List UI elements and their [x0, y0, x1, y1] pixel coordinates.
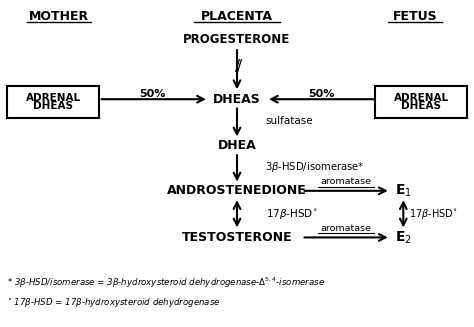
Text: 50%: 50%: [139, 89, 166, 99]
Text: $\!/\!/$: $\!/\!/$: [234, 57, 243, 74]
Text: ADRENAL: ADRENAL: [393, 93, 449, 103]
Text: * 3$\beta$-HSD/isomerase = 3$\beta$-hydroxysteroid dehydrogenase-$\Delta^{5,4}$-: * 3$\beta$-HSD/isomerase = 3$\beta$-hydr…: [8, 275, 326, 290]
Text: $^{\circ}$ 17$\beta$-HSD = 17$\beta$-hydroxysteroid dehydrogenase: $^{\circ}$ 17$\beta$-HSD = 17$\beta$-hyd…: [8, 296, 221, 309]
Text: PROGESTERONE: PROGESTERONE: [183, 33, 291, 46]
Text: 17$\beta$-HSD$^{\circ}$: 17$\beta$-HSD$^{\circ}$: [410, 207, 458, 221]
Text: aromatase: aromatase: [320, 177, 372, 186]
Text: DHEA: DHEA: [218, 139, 256, 152]
Text: TESTOSTERONE: TESTOSTERONE: [182, 231, 292, 244]
Text: DHEAS: DHEAS: [33, 101, 73, 111]
Text: MOTHER: MOTHER: [29, 10, 89, 23]
FancyBboxPatch shape: [8, 86, 99, 117]
Text: DHEAS: DHEAS: [401, 101, 441, 111]
Text: E$_1$: E$_1$: [395, 182, 412, 199]
Text: 50%: 50%: [308, 89, 335, 99]
Text: aromatase: aromatase: [320, 224, 372, 232]
Text: PLACENTA: PLACENTA: [201, 10, 273, 23]
Text: FETUS: FETUS: [392, 10, 438, 23]
Text: ANDROSTENEDIONE: ANDROSTENEDIONE: [167, 184, 307, 197]
Text: sulfatase: sulfatase: [265, 116, 313, 126]
Text: ADRENAL: ADRENAL: [26, 93, 81, 103]
FancyBboxPatch shape: [375, 86, 466, 117]
Text: 3$\beta$-HSD/isomerase*: 3$\beta$-HSD/isomerase*: [265, 160, 365, 174]
Text: E$_2$: E$_2$: [395, 229, 412, 246]
Text: DHEAS: DHEAS: [213, 93, 261, 106]
Text: 17$\beta$-HSD$^{\circ}$: 17$\beta$-HSD$^{\circ}$: [266, 207, 318, 221]
